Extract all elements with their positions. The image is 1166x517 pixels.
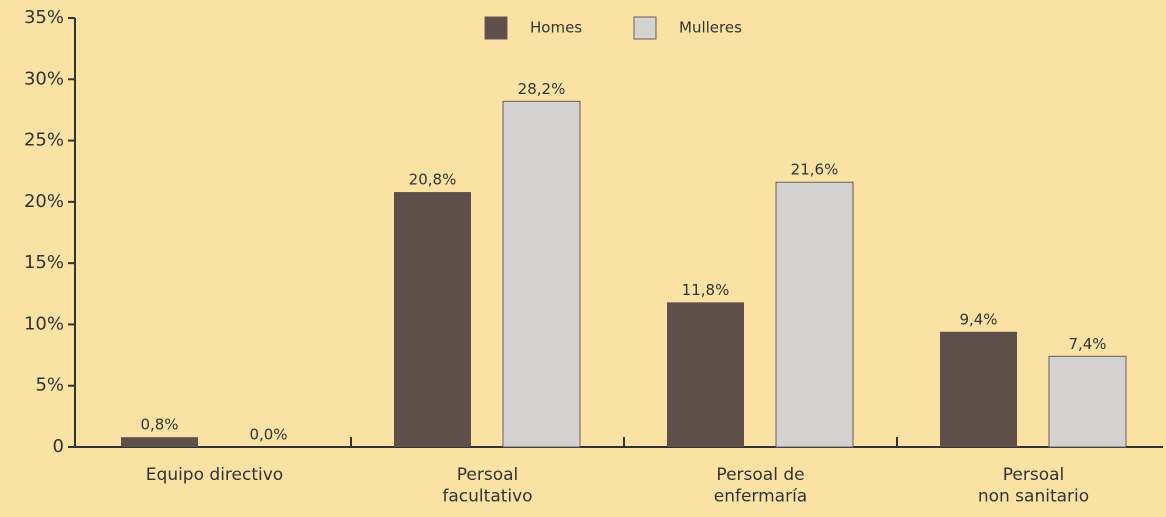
value-label: 11,8% [682,281,730,299]
bar [775,181,854,448]
legend-swatch [633,16,657,40]
bar [667,302,744,447]
value-label: 9,4% [959,310,997,328]
y-tick-label: 20% [24,191,64,212]
y-tick-label: 30% [24,68,64,89]
bar [394,192,471,447]
value-label: 7,4% [1068,335,1106,353]
legend-label: Homes [530,19,582,37]
value-label: 20,8% [409,171,457,189]
y-tick-label: 15% [24,252,64,273]
value-label: 28,2% [518,80,566,98]
value-label: 21,6% [791,161,839,179]
x-tick-label: Persoal facultativo [442,465,532,506]
x-tick-label: Persoal non sanitario [978,465,1089,506]
legend-swatch [484,16,508,40]
y-tick-label: 0 [53,436,64,457]
y-tick-label: 35% [24,7,64,28]
y-tick-label: 5% [35,375,64,396]
bar [502,100,581,448]
value-label: 0,8% [140,416,178,434]
x-tick-label: Equipo directivo [146,465,283,485]
bar [940,331,1017,447]
bar [1048,355,1127,448]
y-tick-label: 25% [24,130,64,151]
y-tick-label: 10% [24,313,64,334]
value-label: 0,0% [249,426,287,444]
legend-label: Mulleres [679,19,742,37]
bar [121,437,198,447]
x-tick-label: Persoal de enfermaría [714,465,807,506]
